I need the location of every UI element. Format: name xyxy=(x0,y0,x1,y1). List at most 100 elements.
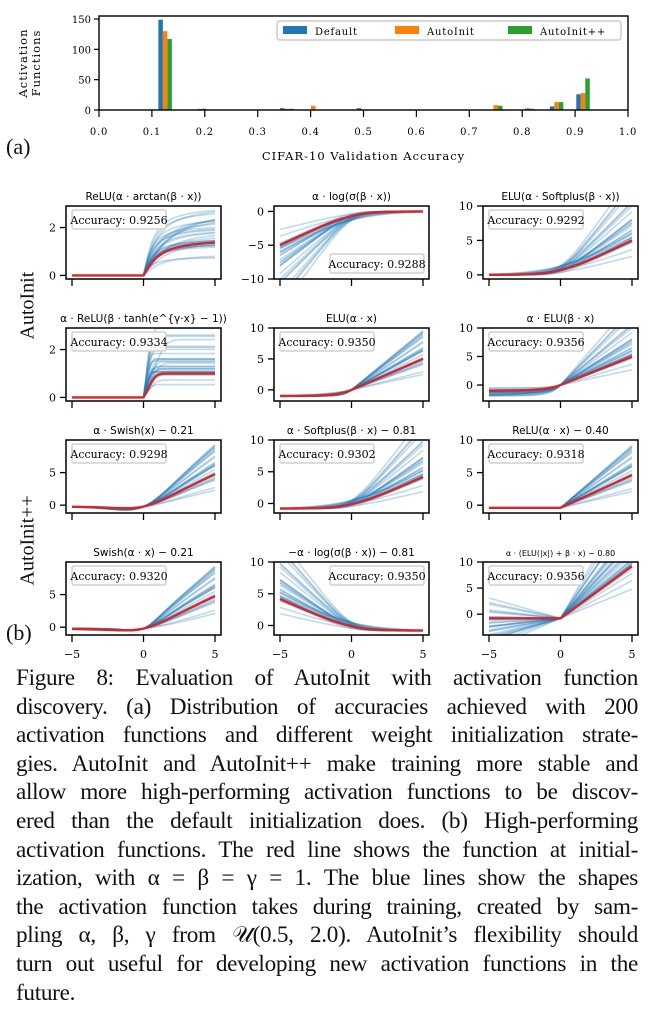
sampled-curve xyxy=(71,595,216,632)
curves xyxy=(279,440,424,510)
y-tick-label: 150 xyxy=(72,15,91,26)
sampled-curve xyxy=(72,232,216,277)
sampled-curve xyxy=(279,472,424,509)
legend-swatch-autoinit xyxy=(395,26,419,34)
accuracy-histogram: 0 50 100 150 0.0 0.1 0.2 0.3 0.4 0.5 0.6 0.7 0.8 0.9 1… xyxy=(16,15,637,163)
bar-default xyxy=(280,108,285,110)
x-tick-label: 0 xyxy=(140,648,147,660)
caption-line: future. xyxy=(16,979,76,1006)
subplot-title: Swish(α · x) − 0.21 xyxy=(93,547,194,559)
x-tick-label: 0.5 xyxy=(354,127,372,138)
sampled-curve xyxy=(489,474,633,509)
x-tick-label: 0.7 xyxy=(460,127,478,138)
y-tick-label: −5 xyxy=(248,239,264,252)
init-curve xyxy=(489,565,633,620)
curves xyxy=(72,209,216,277)
subplot-title: −α · log(σ(β · x)) − 0.81 xyxy=(288,547,415,559)
bar-autoinit xyxy=(580,93,586,110)
accuracy-legend-box xyxy=(488,209,584,230)
y-tick-label: 10 xyxy=(250,434,264,447)
accuracy-label: Accuracy: 0.9334 xyxy=(69,336,167,349)
caption-line: activation functions and different weigh… xyxy=(16,722,638,749)
y-tick-label: 5 xyxy=(257,466,264,479)
bar-autoinitplusplus xyxy=(585,78,590,110)
legend-label: AutoInit xyxy=(426,27,475,38)
init-curve xyxy=(279,597,424,632)
y-tick-label: 0 xyxy=(257,384,264,397)
bar-autoinitplusplus xyxy=(558,102,564,110)
subplot: ELU(α · Softplus(β · x)) 0 5 10 Accuracy: 0.… xyxy=(459,191,639,286)
accuracy-label: Accuracy: 0.9350 xyxy=(277,336,375,349)
subplot-title: ReLU(α · arctan(β · x)) xyxy=(85,191,201,203)
subplot-title: α · Softplus(β · x) − 0.81 xyxy=(287,425,416,437)
legend-label: Default xyxy=(315,27,358,38)
subplot: ELU(α · x) 0 5 10 Accuracy: 0.9350 xyxy=(250,313,430,408)
legend: Default AutoInit AutoInit++ xyxy=(276,20,622,41)
bar-autoinit xyxy=(525,108,530,110)
x-tick-label: 0.4 xyxy=(301,127,319,138)
y-tick-label: 0 xyxy=(49,269,56,282)
curves xyxy=(488,562,633,635)
x-tick-label: 0.3 xyxy=(249,127,267,138)
accuracy-legend-box xyxy=(71,331,167,352)
subplot: Swish(α · x) − 0.21 0 5 −5 0 5 Accuracy: 0.932… xyxy=(49,547,222,660)
sampled-curve xyxy=(72,244,216,277)
y-tick-label: 100 xyxy=(72,45,91,56)
bar-default xyxy=(158,19,163,110)
accuracy-legend-box xyxy=(488,443,584,464)
x-tick-label: 0 xyxy=(348,648,355,660)
sampled-curve xyxy=(489,474,633,509)
caption-line: discovery. (a) Distribution of accuracie… xyxy=(16,693,638,720)
legend-label: AutoInit++ xyxy=(539,27,606,38)
x-tick-label: 5 xyxy=(629,648,636,660)
x-tick-label: 1.0 xyxy=(619,127,637,138)
bar-default xyxy=(576,94,581,110)
y-tick-label: 5 xyxy=(49,589,56,602)
y-tick-label: 0 xyxy=(49,391,56,404)
accuracy-legend-box xyxy=(71,565,167,586)
sampled-curve xyxy=(71,486,216,509)
y-tick-label: 10 xyxy=(250,322,264,335)
y-tick-label: 0 xyxy=(85,106,91,117)
y-tick-label: 10 xyxy=(459,556,473,569)
caption-line: gies. AutoInit and AutoInit++ make train… xyxy=(16,750,638,777)
accuracy-label: Accuracy: 0.9256 xyxy=(69,214,167,227)
subplot-title: ELU(α · x) xyxy=(326,313,377,325)
x-tick-label: 5 xyxy=(420,648,427,660)
sampled-curve xyxy=(71,595,216,632)
init-curve xyxy=(279,210,424,247)
figure-caption: Figure 8: Evaluation of AutoInit with ac… xyxy=(16,664,638,1007)
y-tick-label: 0 xyxy=(257,619,264,632)
y-tick-label: 5 xyxy=(49,467,56,480)
accuracy-label: Accuracy: 0.9320 xyxy=(69,570,167,583)
init-curve xyxy=(71,473,216,510)
sampled-curve xyxy=(72,229,216,277)
subplot-title: α · (ELU(|x|) + β · x) − 0.80 xyxy=(506,549,615,558)
curves xyxy=(489,444,633,509)
y-tick-label: 5 xyxy=(257,588,264,601)
y-tick-label: 10 xyxy=(250,556,264,569)
accuracy-label: Accuracy: 0.9288 xyxy=(327,258,425,271)
accuracy-label: Accuracy: 0.9292 xyxy=(486,214,584,227)
y-tick-label: 5 xyxy=(257,353,264,366)
sampled-curve xyxy=(489,474,633,509)
x-tick-label: 0.8 xyxy=(513,127,531,138)
sampled-curve xyxy=(279,594,424,631)
accuracy-label: Accuracy: 0.9356 xyxy=(486,336,584,349)
x-tick-label: 0.6 xyxy=(407,127,425,138)
subplot: ReLU(α · x) − 0.40 0 5 10 Accuracy: 0.9318 xyxy=(459,425,639,520)
subplot-title: α · ReLU(β · tanh(e^{γ·x} − 1)) xyxy=(60,313,227,325)
y-axis-label: Functions xyxy=(29,30,43,97)
curves xyxy=(71,444,216,511)
subplot: α · Swish(x) − 0.21 0 5 Accuracy: 0.9298 xyxy=(49,425,222,520)
sampled-curve xyxy=(488,580,633,631)
row-label-autoinitpp: AutoInit++ xyxy=(16,495,39,586)
curves xyxy=(488,328,633,397)
init-curve xyxy=(279,357,424,398)
subplot-title: ELU(α · Softplus(β · x)) xyxy=(501,191,619,203)
sampled-curve xyxy=(72,244,216,277)
y-axis-label: Activation xyxy=(16,28,30,98)
legend-box xyxy=(276,20,622,41)
panel-label-b: (b) xyxy=(6,620,32,645)
y-tick-label: 0 xyxy=(257,497,264,510)
